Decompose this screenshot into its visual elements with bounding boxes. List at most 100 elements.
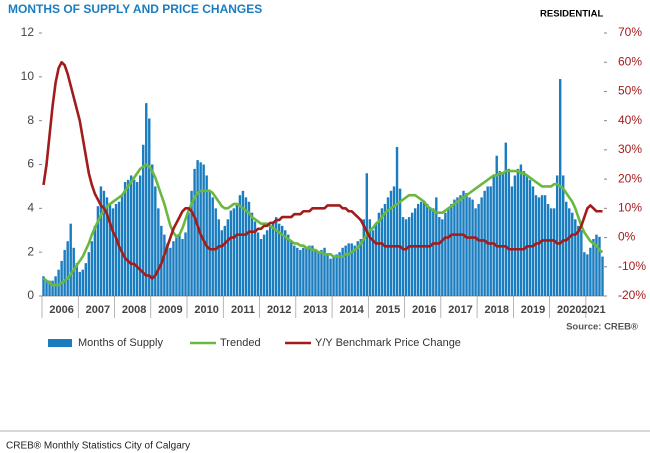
bar bbox=[601, 256, 604, 296]
bar bbox=[589, 247, 592, 296]
x-tick-label: 2016 bbox=[412, 304, 436, 316]
bar bbox=[48, 280, 51, 296]
bar bbox=[516, 168, 520, 296]
bar bbox=[265, 230, 269, 296]
bar bbox=[293, 245, 296, 296]
y2-tick-label: 30% bbox=[618, 142, 642, 156]
bar bbox=[549, 208, 553, 296]
bar bbox=[111, 208, 115, 296]
bar bbox=[468, 197, 471, 296]
bar bbox=[447, 208, 450, 296]
y-tick-label: 4 bbox=[27, 201, 34, 215]
bar bbox=[223, 225, 227, 296]
bar bbox=[429, 208, 432, 296]
bar bbox=[287, 234, 290, 296]
bar bbox=[57, 269, 60, 296]
x-tick-label: 2011 bbox=[231, 304, 255, 316]
bar bbox=[199, 162, 202, 296]
bar bbox=[398, 188, 402, 296]
bar bbox=[154, 186, 157, 296]
y2-tick-label: 50% bbox=[618, 84, 642, 98]
bar bbox=[380, 208, 384, 296]
legend-label: Trended bbox=[220, 337, 261, 349]
legend-swatch bbox=[48, 339, 72, 347]
bar bbox=[235, 203, 239, 296]
bar bbox=[368, 219, 372, 296]
x-tick-label: 2014 bbox=[339, 304, 364, 316]
x-tick-label: 2020 bbox=[557, 304, 581, 316]
bar bbox=[102, 190, 106, 296]
y-tick-label: 12 bbox=[21, 25, 35, 39]
bar bbox=[163, 234, 166, 296]
bar bbox=[277, 223, 281, 296]
bar bbox=[253, 221, 257, 296]
bar bbox=[453, 199, 456, 296]
bar bbox=[492, 175, 495, 296]
bar bbox=[522, 171, 526, 296]
y2-tick-label: 0% bbox=[618, 230, 636, 244]
bar bbox=[114, 203, 118, 296]
bar bbox=[311, 245, 314, 296]
bar bbox=[284, 230, 287, 296]
bar bbox=[142, 144, 145, 296]
bar bbox=[347, 243, 350, 296]
bar bbox=[513, 175, 517, 296]
bar bbox=[438, 217, 441, 296]
bar bbox=[274, 217, 278, 296]
bar bbox=[299, 249, 302, 296]
bar bbox=[423, 201, 426, 296]
bar bbox=[498, 171, 501, 296]
x-tick-label: 2007 bbox=[86, 304, 110, 316]
bar bbox=[504, 142, 508, 296]
bar bbox=[78, 271, 81, 296]
bar bbox=[157, 208, 160, 296]
y-tick-label: 10 bbox=[21, 69, 35, 83]
bar bbox=[184, 232, 187, 296]
y-tick-label: 2 bbox=[27, 244, 34, 258]
bar bbox=[383, 203, 387, 296]
bar bbox=[419, 201, 423, 296]
bar bbox=[465, 192, 468, 296]
bar bbox=[374, 223, 378, 296]
bar bbox=[459, 195, 462, 296]
bar bbox=[456, 197, 459, 296]
bar bbox=[562, 175, 565, 296]
bar bbox=[208, 190, 211, 296]
bar bbox=[205, 175, 208, 296]
segment-label: RESIDENTIAL bbox=[540, 9, 604, 20]
bar bbox=[226, 219, 230, 296]
x-tick-label: 2006 bbox=[49, 304, 73, 316]
bar bbox=[290, 241, 293, 296]
bar bbox=[543, 195, 547, 296]
bar bbox=[84, 263, 88, 296]
bar bbox=[232, 208, 236, 296]
bar bbox=[135, 182, 139, 296]
legend: Months of Supply Trended Y/Y Benchmark Pri… bbox=[48, 337, 461, 349]
bar bbox=[583, 252, 586, 296]
bar bbox=[519, 164, 523, 296]
x-tick-label: 2021 bbox=[581, 304, 605, 316]
bar bbox=[151, 164, 154, 296]
bar bbox=[404, 219, 408, 296]
bar bbox=[356, 241, 359, 296]
bar bbox=[123, 182, 127, 296]
bar bbox=[462, 190, 465, 296]
x-tick-label: 2018 bbox=[484, 304, 508, 316]
y2-tick-label: 10% bbox=[618, 201, 642, 215]
bar bbox=[90, 241, 94, 296]
bar bbox=[120, 195, 124, 296]
bar bbox=[181, 239, 184, 296]
bar bbox=[220, 230, 223, 296]
bar bbox=[326, 254, 329, 296]
x-tick-label: 2010 bbox=[194, 304, 218, 316]
bar bbox=[166, 243, 169, 296]
x-tick-label: 2013 bbox=[303, 304, 327, 316]
bar bbox=[193, 168, 196, 296]
bar bbox=[580, 230, 583, 296]
bar bbox=[105, 197, 109, 296]
bar bbox=[377, 212, 381, 296]
bar bbox=[392, 186, 396, 296]
x-tick-label: 2009 bbox=[158, 304, 182, 316]
bar bbox=[495, 155, 498, 296]
